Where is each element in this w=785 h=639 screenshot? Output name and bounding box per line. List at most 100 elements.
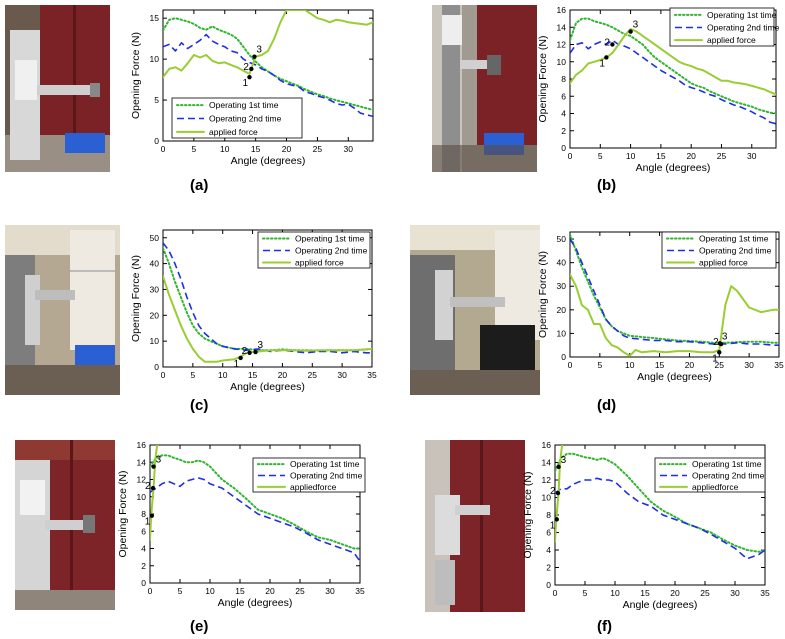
y-axis-label: Opening Force (N) [537,251,549,338]
y-tick-label: 50 [150,233,160,243]
y-tick-label: 2 [141,561,146,571]
marker-label: 3 [258,340,264,351]
y-tick-label: 4 [546,545,551,555]
photo-e [15,440,115,610]
chart-panel-c: 0 5 10 15 20 25 30 35 0 10 20 30 40 50 Angle (degrees)… [130,229,377,393]
marker-point [556,464,561,470]
series-line-2 [163,242,372,354]
series-line-3 [163,10,373,79]
x-tick-label: 30 [730,588,740,598]
series-line-3 [570,273,779,357]
x-tick-label: 25 [715,360,725,370]
x-tick-label: 30 [325,586,335,596]
y-tick-label: 14 [557,22,567,32]
x-tick-label: 25 [717,151,727,161]
x-axis-label: Angle (degrees) [637,371,712,383]
x-tick-label: 5 [597,360,602,370]
marker-point [628,29,633,34]
y-tick-label: 0 [154,362,159,372]
marker-label: 2 [604,38,610,49]
legend-label-2: Operating 2nd time [692,471,765,481]
y-tick-label: 8 [141,509,146,519]
x-tick-label: 0 [568,360,573,370]
series-line-2 [570,238,779,347]
y-tick-label: 30 [150,284,160,294]
series-line-1 [163,17,373,111]
marker-point [610,42,615,47]
legend-label-2: Operating 2nd time [290,471,363,481]
series-group [163,10,373,118]
y-tick-label: 10 [150,54,160,64]
x-tick-label: 0 [553,588,558,598]
legend-label-1: Operating 1st time [209,100,279,110]
x-tick-label: 30 [344,144,354,154]
x-tick-label: 5 [190,370,195,380]
x-tick-label: 25 [313,144,323,154]
y-tick-label: 50 [557,234,567,244]
x-tick-label: 20 [278,370,288,380]
y-tick-label: 12 [137,475,147,485]
marker-point [151,464,156,469]
x-tick-label: 15 [235,586,245,596]
y-tick-label: 2 [561,126,566,136]
x-axis-label: Angle (degrees) [218,597,293,609]
y-tick-label: 0 [561,143,566,153]
marker-point [555,490,561,496]
x-tick-label: 0 [568,151,573,161]
y-tick-label: 16 [137,440,147,450]
y-tick-label: 10 [557,57,567,67]
y-tick-label: 12 [557,40,567,50]
marker-label: 2 [243,62,249,73]
series-line-2 [163,33,373,118]
series-line-3 [163,275,372,363]
marker-point [247,74,252,80]
y-axis-label: Opening Force (N) [130,255,142,342]
y-tick-label: 10 [137,492,147,502]
marker-point [717,350,722,355]
legend-label-3: applied force [699,258,748,268]
legend-label-3: appliedforce [290,482,337,492]
marker-label: 1 [234,359,240,370]
x-tick-label: 25 [295,586,305,596]
x-tick-label: 30 [337,370,347,380]
series-line-1 [150,454,360,550]
legend-label-1: Operating 1st time [290,459,360,469]
x-tick-label: 15 [248,370,258,380]
marker-label: 1 [712,353,718,364]
x-tick-label: 35 [760,588,770,598]
x-tick-label: 20 [685,360,695,370]
legend-label-2: Operating 2nd time [209,114,282,124]
marker-point [149,513,154,518]
x-tick-label: 0 [161,370,166,380]
marker-label: 3 [561,455,567,466]
photo-f [425,440,525,612]
x-tick-label: 10 [205,586,215,596]
x-tick-label: 25 [700,588,710,598]
marker-point [604,55,609,60]
legend-label-3: applied force [209,127,258,137]
photo-a [5,5,110,172]
x-tick-label: 15 [656,151,666,161]
panel-label-b: (b) [597,177,617,194]
x-tick-label: 15 [251,144,261,154]
panel-label-d: (d) [597,397,617,414]
marker-point [252,54,257,59]
y-axis-label: Opening Force (N) [130,32,142,119]
legend-label-1: Operating 1st time [699,234,769,244]
marker-label: 2 [242,346,248,357]
x-tick-label: 30 [744,360,754,370]
x-tick-label: 20 [686,151,696,161]
legend-label-2: Operating 2nd time [707,23,780,33]
y-axis-label: Opening Force (N) [117,471,129,558]
x-tick-label: 10 [625,360,635,370]
marker-point [150,485,156,491]
y-tick-label: 0 [546,580,551,590]
marker-point [253,349,258,355]
y-axis-label: Opening Force (N) [522,472,534,559]
x-tick-label: 10 [626,151,636,161]
x-axis-label: Angle (degrees) [623,599,698,611]
marker-label: 2 [713,337,719,348]
